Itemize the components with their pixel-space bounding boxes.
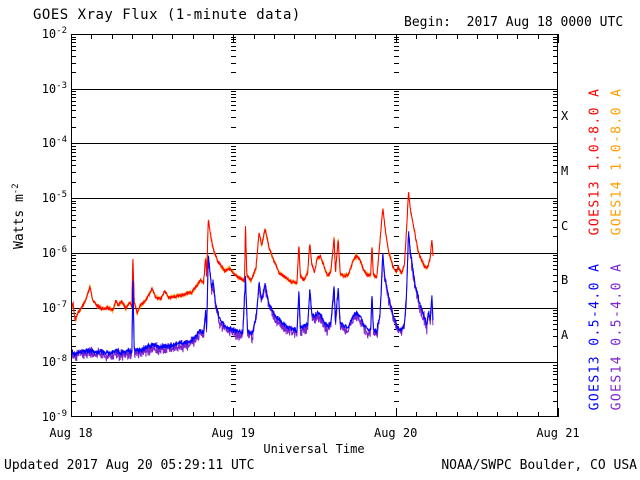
x-axis-title: Universal Time: [263, 442, 365, 456]
legend-entry: GOES14 0.5-4.0 A: [609, 262, 625, 411]
y-tick-label: 10-6: [41, 244, 67, 260]
begin-timestamp-label: Begin: 2017 Aug 18 0000 UTC: [404, 15, 624, 30]
footer-updated: Updated 2017 Aug 20 05:29:11 UTC: [4, 458, 255, 473]
x-tick-label: Aug 21: [536, 426, 580, 440]
legend-entry: GOES13 0.5-4.0 A: [587, 262, 603, 411]
legend-entry: GOES13 1.0-8.0 A: [587, 87, 603, 236]
class-label-x: X: [561, 109, 569, 124]
class-label-a: A: [561, 327, 569, 342]
class-label-b: B: [561, 273, 569, 288]
x-tick-label: Aug 20: [373, 426, 418, 440]
footer-source: NOAA/SWPC Boulder, CO USA: [441, 458, 637, 473]
legend-entry: GOES14 1.0-8.0 A: [609, 87, 625, 236]
y-tick-label: 10-5: [41, 190, 67, 206]
class-label-m: M: [561, 163, 569, 178]
y-tick-label: 10-2: [41, 26, 67, 41]
class-label-c: C: [561, 218, 569, 233]
y-tick-label: 10-9: [41, 409, 67, 424]
y-tick-label: 10-8: [41, 354, 67, 370]
chart-title: GOES Xray Flux (1-minute data): [33, 7, 301, 23]
y-tick-label: 10-4: [41, 135, 67, 151]
x-tick-label: Aug 18: [49, 426, 93, 440]
y-tick-label: 10-3: [41, 80, 67, 96]
x-tick-label: Aug 19: [211, 426, 255, 440]
y-tick-label: 10-7: [41, 299, 67, 315]
